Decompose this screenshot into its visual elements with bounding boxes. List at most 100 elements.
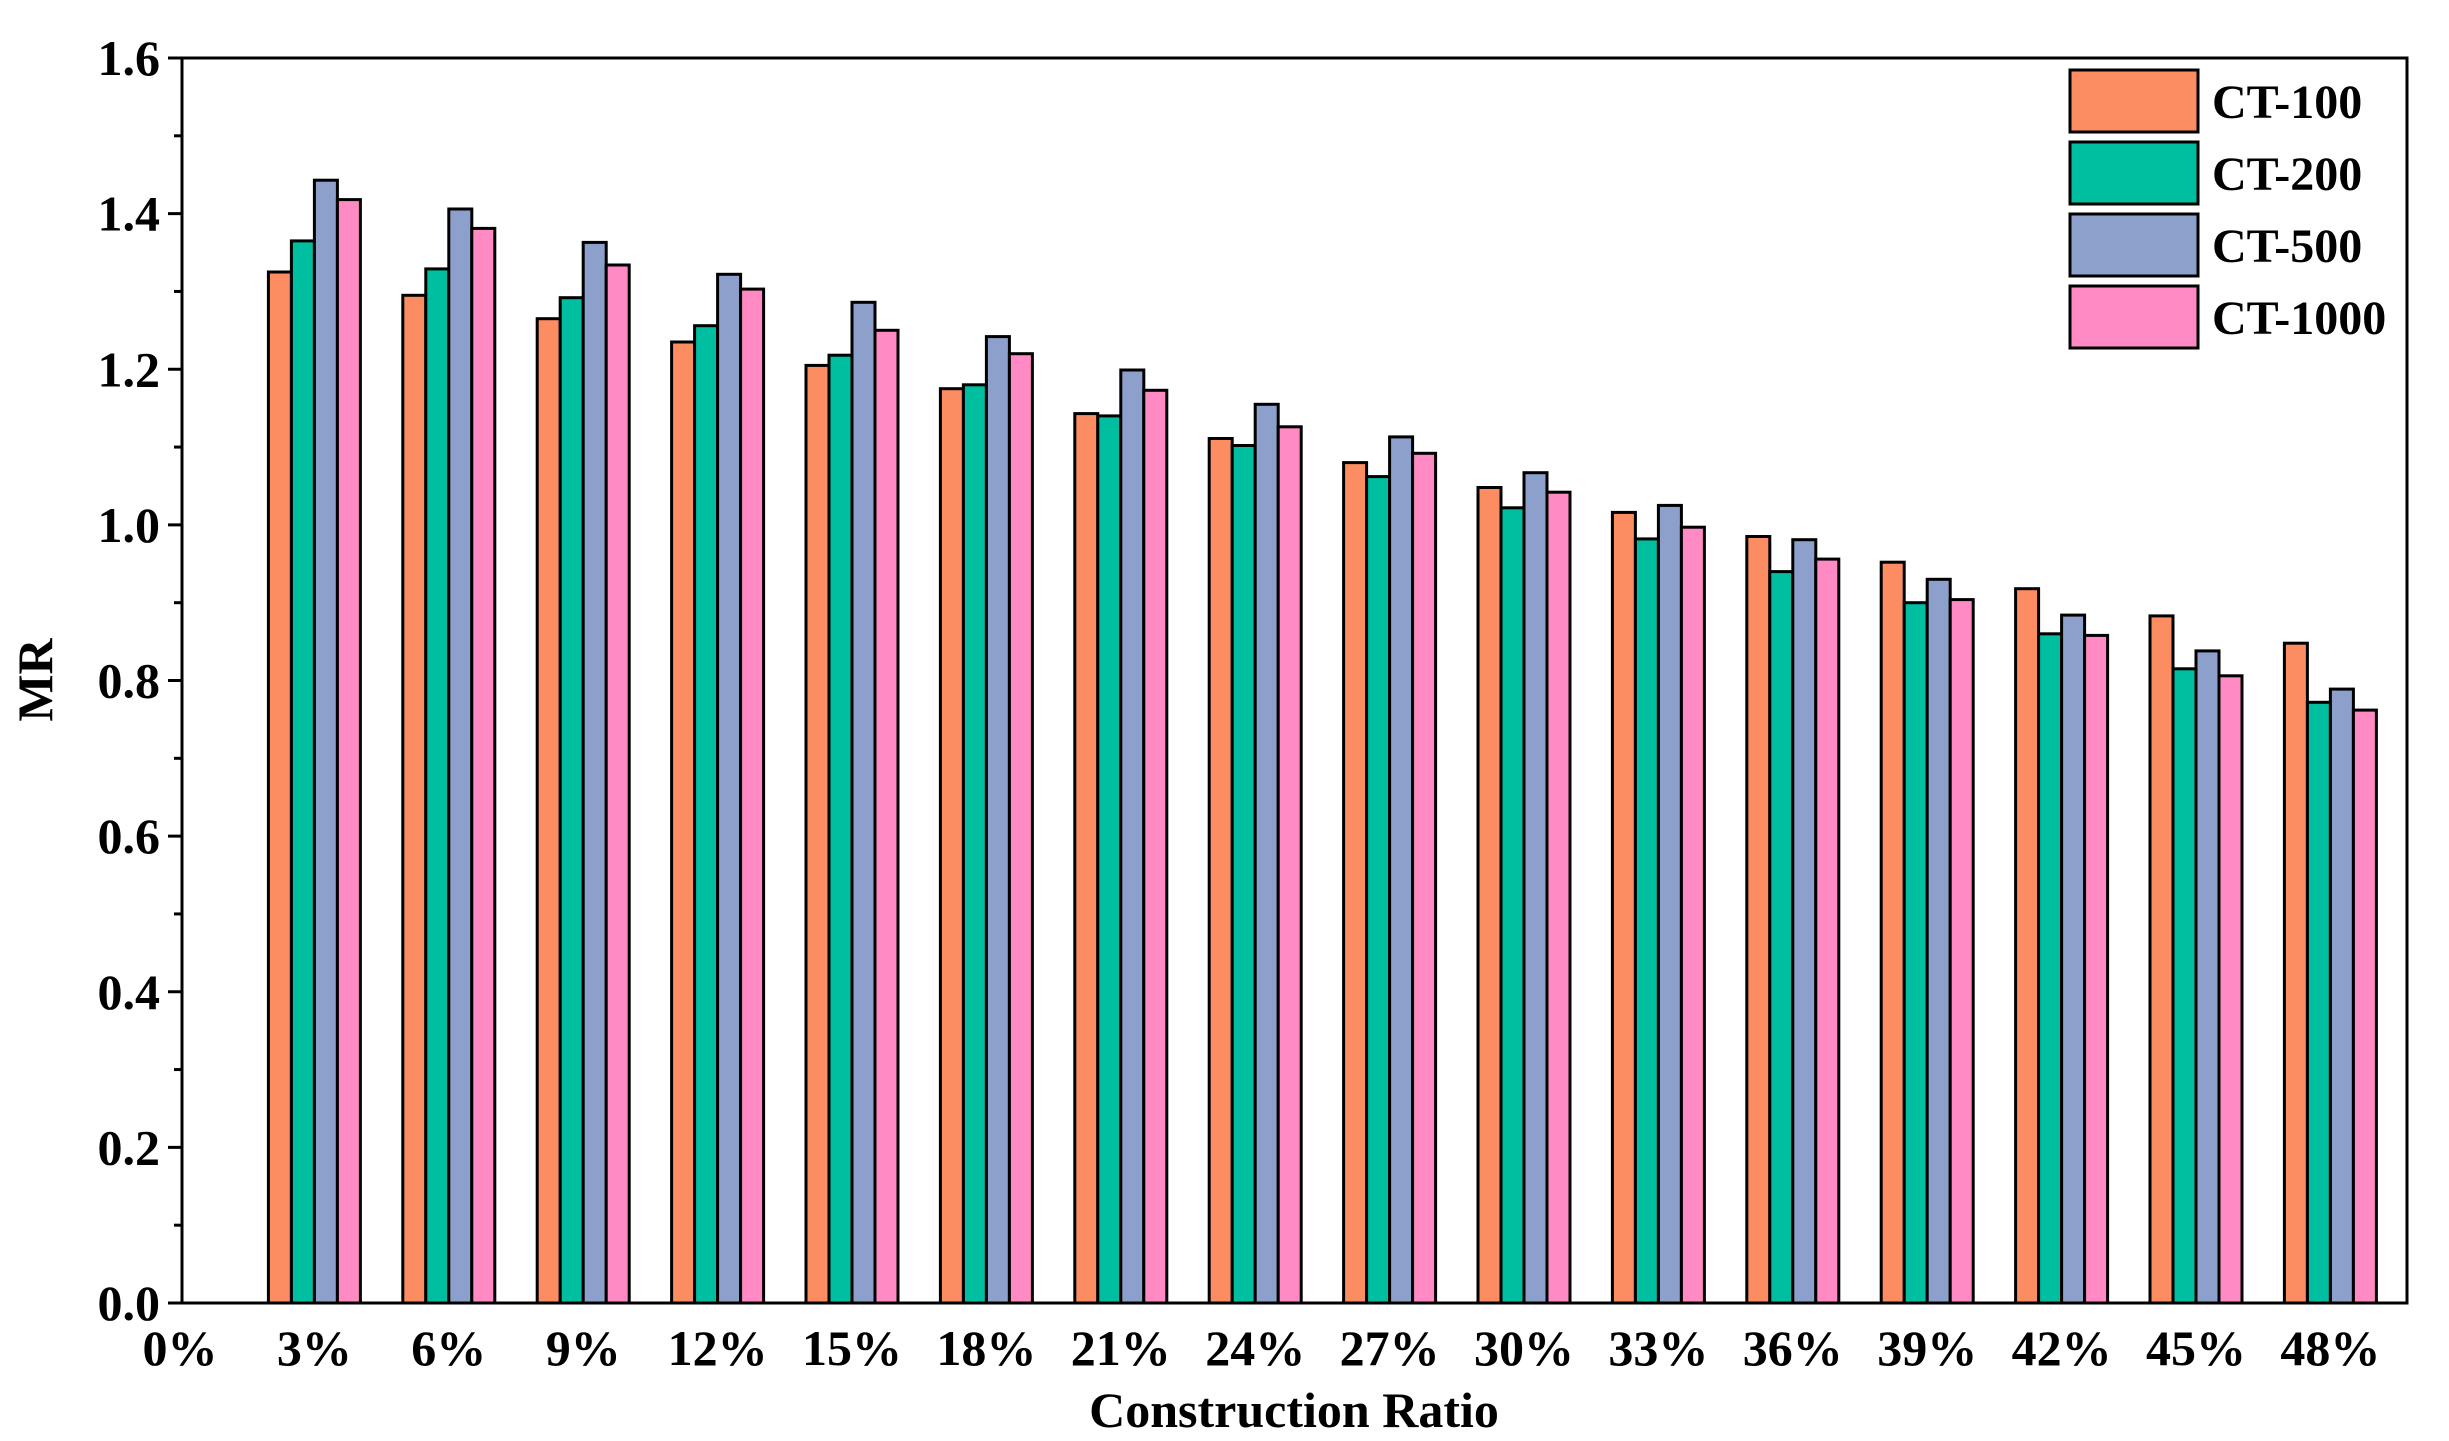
bar-ct-200-18pct bbox=[961, 383, 988, 1305]
legend-label-ct-100: CT-100 bbox=[2212, 76, 2362, 129]
bar-ct-500-36pct bbox=[1791, 538, 1818, 1305]
bar-ct-500-21pct bbox=[1119, 368, 1146, 1305]
bar-ct-200-9pct bbox=[558, 296, 585, 1305]
bar-ct-1000-24pct bbox=[1276, 425, 1303, 1305]
bar-ct-100-15pct bbox=[804, 363, 831, 1305]
y-tick-label: 1.6 bbox=[98, 30, 161, 86]
bar-ct-100-18pct bbox=[938, 387, 965, 1305]
bar-ct-200-36pct bbox=[1768, 570, 1795, 1305]
bar-ct-1000-27pct bbox=[1411, 451, 1438, 1305]
bar-ct-100-27pct bbox=[1342, 461, 1369, 1305]
bar-ct-500-48pct bbox=[2328, 687, 2355, 1305]
bar-ct-500-33pct bbox=[1656, 503, 1683, 1305]
legend: CT-100 CT-200 CT-500 CT-1000 bbox=[2068, 68, 2386, 350]
y-tick-label: 1.0 bbox=[98, 497, 161, 553]
bar-ct-100-6pct bbox=[401, 293, 428, 1305]
bar-ct-500-12pct bbox=[716, 272, 743, 1305]
bar-ct-1000-30pct bbox=[1545, 490, 1572, 1305]
y-axis-title: MR bbox=[7, 637, 63, 721]
bar-ct-500-27pct bbox=[1388, 435, 1415, 1305]
bar-ct-1000-42pct bbox=[2083, 633, 2110, 1305]
bar-ct-100-45pct bbox=[2148, 614, 2175, 1305]
bar-ct-100-42pct bbox=[2014, 587, 2041, 1305]
bar-ct-500-45pct bbox=[2194, 649, 2221, 1305]
bar-ct-500-15pct bbox=[850, 300, 877, 1305]
bar-ct-100-21pct bbox=[1073, 412, 1100, 1305]
bar-ct-1000-15pct bbox=[873, 328, 900, 1305]
bar-ct-1000-6pct bbox=[470, 226, 497, 1305]
x-axis-ticks: 0% 3% 6% 9% 12% 15% 18% 21% 24% 27% 30% 33% 36% 39% 42… bbox=[143, 1320, 2381, 1376]
bar-ct-100-36pct bbox=[1745, 535, 1772, 1305]
legend-swatch-ct-100 bbox=[2068, 68, 2200, 134]
bar-ct-500-3pct bbox=[312, 178, 339, 1305]
bar-ct-200-15pct bbox=[827, 353, 854, 1305]
x-tick-label: 36% bbox=[1743, 1320, 1843, 1376]
bar-ct-200-21pct bbox=[1096, 414, 1123, 1305]
bar-ct-200-24pct bbox=[1230, 444, 1257, 1305]
legend-label-ct-500: CT-500 bbox=[2212, 220, 2362, 273]
bar-ct-1000-48pct bbox=[2351, 708, 2378, 1305]
bar-ct-500-39pct bbox=[1925, 577, 1952, 1305]
y-tick-label: 0.2 bbox=[98, 1119, 161, 1175]
x-tick-label: 24% bbox=[1205, 1320, 1305, 1376]
y-tick-label: 1.4 bbox=[98, 186, 161, 242]
x-tick-label: 27% bbox=[1340, 1320, 1440, 1376]
bar-ct-200-3pct bbox=[289, 239, 316, 1305]
legend-label-ct-200: CT-200 bbox=[2212, 148, 2362, 201]
bar-ct-200-33pct bbox=[1633, 537, 1660, 1305]
x-tick-label: 30% bbox=[1474, 1320, 1574, 1376]
y-tick-label: 0.4 bbox=[98, 964, 161, 1020]
y-tick-label: 0.8 bbox=[98, 653, 161, 709]
bar-ct-100-12pct bbox=[670, 340, 697, 1305]
x-tick-label: 45% bbox=[2146, 1320, 2246, 1376]
x-tick-label: 48% bbox=[2280, 1320, 2380, 1376]
bar-ct-500-9pct bbox=[581, 240, 608, 1305]
legend-swatch-ct-500 bbox=[2068, 212, 2200, 278]
bar-ct-100-24pct bbox=[1207, 437, 1234, 1305]
bar-ct-100-30pct bbox=[1476, 486, 1503, 1305]
x-axis-title: Construction Ratio bbox=[1089, 1382, 1499, 1438]
bar-ct-1000-33pct bbox=[1679, 525, 1706, 1305]
bar-ct-1000-9pct bbox=[604, 263, 631, 1305]
bar-ct-500-6pct bbox=[447, 207, 474, 1305]
bar-ct-200-30pct bbox=[1499, 506, 1526, 1305]
x-tick-label: 6% bbox=[411, 1320, 486, 1376]
bar-ct-100-9pct bbox=[535, 317, 562, 1305]
x-tick-label: 0% bbox=[143, 1320, 218, 1376]
x-tick-label: 21% bbox=[1071, 1320, 1171, 1376]
bar-ct-200-39pct bbox=[1902, 601, 1929, 1305]
x-tick-label: 12% bbox=[668, 1320, 768, 1376]
bar-ct-200-6pct bbox=[424, 267, 451, 1305]
legend-label-ct-1000: CT-1000 bbox=[2212, 292, 2386, 345]
bar-ct-200-12pct bbox=[693, 324, 720, 1305]
plot-frame bbox=[180, 56, 2409, 1305]
x-tick-label: 33% bbox=[1608, 1320, 1708, 1376]
bar-ct-100-48pct bbox=[2282, 641, 2309, 1305]
bar-ct-1000-12pct bbox=[739, 287, 766, 1305]
bar-ct-500-42pct bbox=[2060, 613, 2087, 1305]
bar-ct-500-24pct bbox=[1253, 402, 1280, 1305]
bar-ct-100-33pct bbox=[1610, 510, 1637, 1305]
x-tick-label: 18% bbox=[936, 1320, 1036, 1376]
bar-ct-200-42pct bbox=[2037, 632, 2064, 1305]
legend-swatch-ct-200 bbox=[2068, 140, 2200, 206]
x-tick-label: 3% bbox=[277, 1320, 352, 1376]
x-tick-label: 39% bbox=[1877, 1320, 1977, 1376]
x-tick-label: 15% bbox=[802, 1320, 902, 1376]
y-tick-label: 0.0 bbox=[98, 1275, 161, 1331]
bar-ct-1000-21pct bbox=[1142, 388, 1169, 1305]
bar-ct-1000-36pct bbox=[1814, 557, 1841, 1305]
bar-ct-1000-45pct bbox=[2217, 674, 2244, 1305]
legend-swatch-ct-1000 bbox=[2068, 284, 2200, 350]
bar-ct-200-45pct bbox=[2171, 667, 2198, 1305]
bar-ct-500-30pct bbox=[1522, 471, 1549, 1305]
y-axis-ticks: 0.0 0.2 0.4 0.6 0.8 1.0 1.2 1.4 1.6 bbox=[98, 30, 182, 1331]
bar-ct-1000-18pct bbox=[1007, 352, 1034, 1305]
bar-ct-1000-39pct bbox=[1948, 598, 1975, 1305]
x-tick-label: 9% bbox=[546, 1320, 621, 1376]
bar-ct-100-39pct bbox=[1879, 560, 1906, 1305]
bars-group bbox=[266, 178, 2378, 1305]
bar-ct-1000-3pct bbox=[335, 198, 362, 1305]
y-tick-label: 1.2 bbox=[98, 341, 161, 397]
